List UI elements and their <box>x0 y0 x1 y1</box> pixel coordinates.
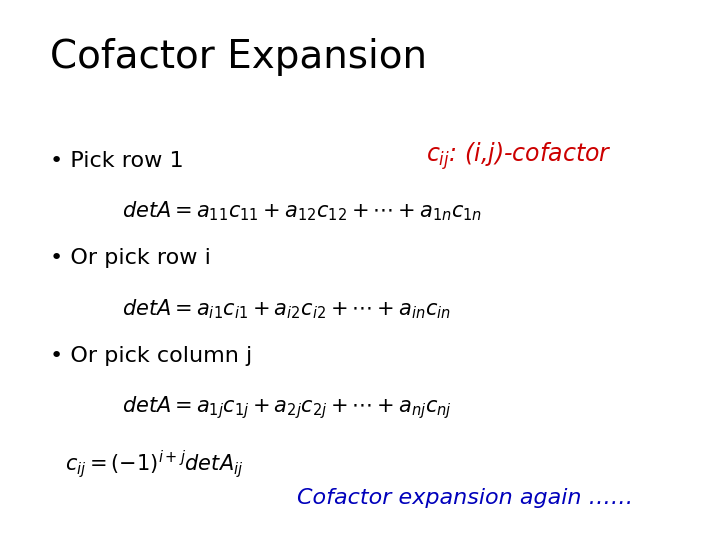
Text: $detA = a_{1j}c_{1j} + a_{2j}c_{2j} + \cdots + a_{nj}c_{nj}$: $detA = a_{1j}c_{1j} + a_{2j}c_{2j} + \c… <box>122 394 452 421</box>
Text: $c_{ij}$: (i,j)-cofactor: $c_{ij}$: (i,j)-cofactor <box>426 140 612 172</box>
Text: • Or pick column j: • Or pick column j <box>50 346 253 366</box>
Text: Cofactor expansion again ……: Cofactor expansion again …… <box>297 488 634 508</box>
Text: • Pick row 1: • Pick row 1 <box>50 151 184 171</box>
Text: $detA = a_{i1}c_{i1} + a_{i2}c_{i2} + \cdots + a_{in}c_{in}$: $detA = a_{i1}c_{i1} + a_{i2}c_{i2} + \c… <box>122 297 451 321</box>
Text: $detA = a_{11}c_{11} + a_{12}c_{12} + \cdots + a_{1n}c_{1n}$: $detA = a_{11}c_{11} + a_{12}c_{12} + \c… <box>122 200 482 224</box>
Text: Cofactor Expansion: Cofactor Expansion <box>50 38 428 76</box>
Text: $c_{ij} = (-1)^{i+j}detA_{ij}$: $c_{ij} = (-1)^{i+j}detA_{ij}$ <box>65 448 243 480</box>
Text: • Or pick row i: • Or pick row i <box>50 248 211 268</box>
